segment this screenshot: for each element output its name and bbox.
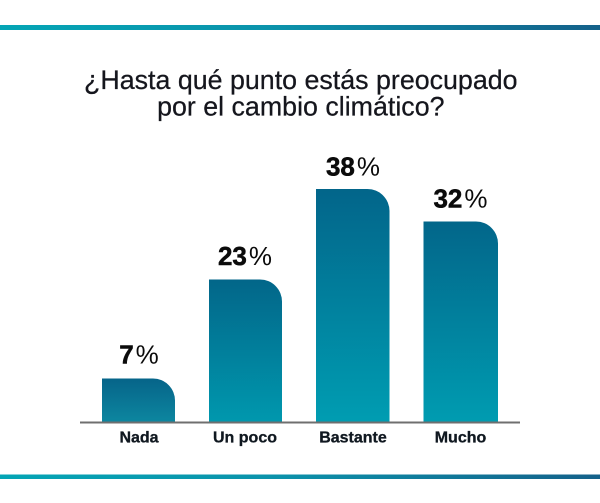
svg-text:¿Hasta qué punto estás preocup: ¿Hasta qué punto estás preocupado	[84, 65, 518, 95]
svg-text:Un poco: Un poco	[213, 430, 277, 447]
svg-text:23%: 23%	[218, 241, 272, 271]
svg-text:Bastante: Bastante	[319, 430, 387, 447]
svg-text:38%: 38%	[326, 152, 380, 182]
svg-text:Nada: Nada	[119, 430, 158, 447]
svg-text:32%: 32%	[433, 184, 487, 214]
svg-text:Mucho: Mucho	[435, 430, 487, 447]
svg-text:7%: 7%	[119, 340, 159, 370]
svg-text:por el cambio climático?: por el cambio climático?	[157, 92, 444, 122]
